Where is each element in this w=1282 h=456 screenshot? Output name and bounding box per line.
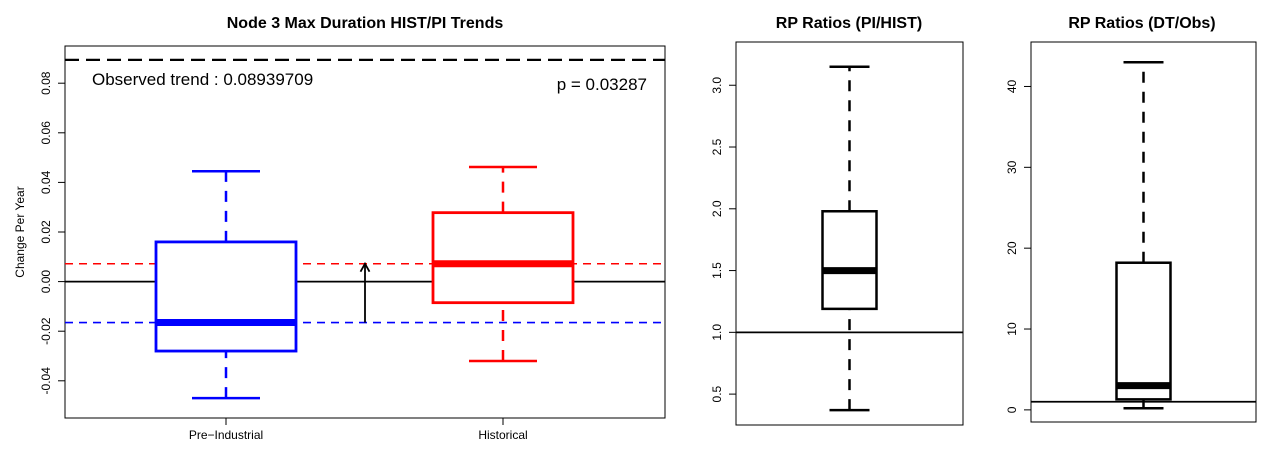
trend-chart-title: Node 3 Max Duration HIST/PI Trends <box>227 15 504 32</box>
y-tick-label: 0.04 <box>39 170 53 194</box>
rp-pi-hist-title: RP Ratios (PI/HIST) <box>776 15 922 32</box>
y-tick-label: 0 <box>1005 406 1019 413</box>
y-tick-label: 30 <box>1005 160 1019 174</box>
rp-dt-obs-plot-frame <box>1030 41 1257 423</box>
rp-dt-obs-box <box>1115 261 1172 401</box>
rp-dt-obs-title: RP Ratios (DT/Obs) <box>1068 15 1215 32</box>
x-tick-label-historical: Historical <box>478 428 527 442</box>
y-tick-label: 10 <box>1005 322 1019 336</box>
y-tick-label: 3.0 <box>710 77 724 94</box>
y-tick-label: 0.02 <box>39 220 53 244</box>
y-tick-label: -0.02 <box>39 317 53 345</box>
y-tick-label: 2.5 <box>710 138 724 155</box>
y-tick-label: 0.00 <box>39 270 53 294</box>
y-tick-label: -0.04 <box>39 367 53 395</box>
y-tick-label: 2.0 <box>710 200 724 217</box>
y-tick-label: 1.5 <box>710 262 724 279</box>
historical-box <box>431 211 575 305</box>
y-tick-label: 0.5 <box>710 385 724 402</box>
y-tick-label: 20 <box>1005 241 1019 255</box>
y-tick-label: 0.06 <box>39 121 53 145</box>
pre-industrial-box <box>154 240 298 353</box>
y-tick-label: 1.0 <box>710 324 724 341</box>
trend-panel: Node 3 Max Duration HIST/PI Trends Chang… <box>13 15 666 442</box>
rp-pi-hist-box <box>821 210 878 311</box>
trend-plot-frame <box>64 45 666 419</box>
observed-trend-annotation: Observed trend : 0.08939709 <box>92 70 313 89</box>
rp-dt-obs-panel: RP Ratios (DT/Obs) 0 10 20 30 40 <box>1005 15 1257 423</box>
trend-y-axis-label: Change Per Year <box>13 186 27 277</box>
rp-pi-hist-panel: RP Ratios (PI/HIST) 0.5 1.0 1.5 2.0 2.5 3.0 <box>710 15 964 426</box>
x-tick-label-pre-industrial: Pre−Industrial <box>189 428 263 442</box>
y-tick-label: 40 <box>1005 79 1019 93</box>
p-value-annotation: p = 0.03287 <box>557 75 647 94</box>
rp-pi-hist-plot-frame <box>735 41 964 426</box>
y-tick-label: 0.08 <box>39 71 53 95</box>
shift-arrow-head <box>359 261 371 273</box>
